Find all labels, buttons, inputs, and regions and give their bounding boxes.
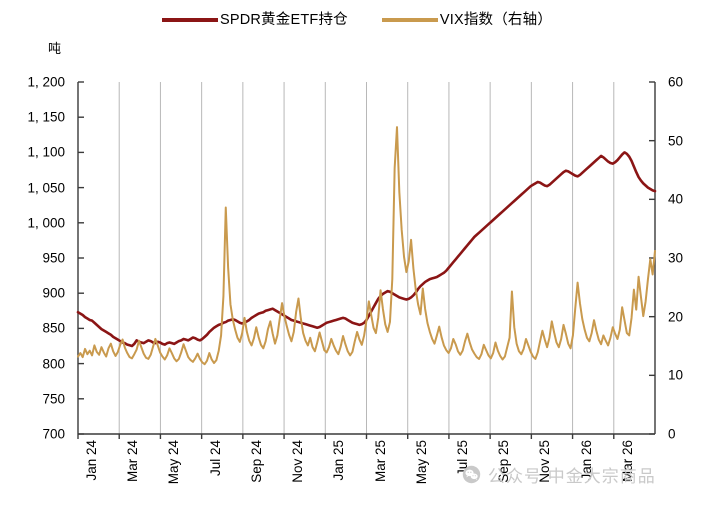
series-line-vix	[77, 126, 656, 366]
left-tick-label: 800	[42, 356, 65, 372]
left-tick-label: 950	[42, 250, 65, 266]
left-tick-label: 1, 200	[27, 74, 65, 90]
axis-frame	[77, 81, 656, 439]
legend-label-spdr: SPDR黄金ETF持仓	[219, 11, 348, 28]
left-axis-unit-label: 吨	[48, 41, 62, 56]
legend-swatch-spdr	[161, 18, 218, 22]
legend-item-spdr: SPDR黄金ETF持仓	[161, 11, 348, 28]
left-tick-label: 1, 000	[27, 215, 65, 231]
right-tick-label: 30	[668, 250, 684, 266]
chart-legend: SPDR黄金ETF持仓 VIX指数（右轴）	[0, 8, 714, 32]
right-tick-label: 20	[668, 309, 684, 325]
right-tick-label: 10	[668, 367, 684, 383]
left-tick-label: 1, 050	[27, 180, 65, 196]
left-tick-label: 700	[42, 426, 65, 442]
right-tick-label: 40	[668, 191, 684, 207]
left-tick-label: 1, 100	[27, 144, 65, 160]
vertical-gridlines	[118, 82, 615, 434]
left-tick-label: 900	[42, 285, 65, 301]
left-tick-label: 850	[42, 320, 65, 336]
legend-label-vix: VIX指数（右轴）	[439, 11, 553, 28]
legend-swatch-vix	[381, 18, 438, 22]
legend-item-vix: VIX指数（右轴）	[381, 11, 553, 28]
left-tick-label: 1, 150	[27, 109, 65, 125]
right-tick-label: 60	[668, 74, 684, 90]
left-tick-label: 750	[42, 391, 65, 407]
right-tick-label: 50	[668, 133, 684, 149]
data-series-layer	[76, 126, 657, 366]
right-tick-label: 0	[668, 426, 676, 442]
